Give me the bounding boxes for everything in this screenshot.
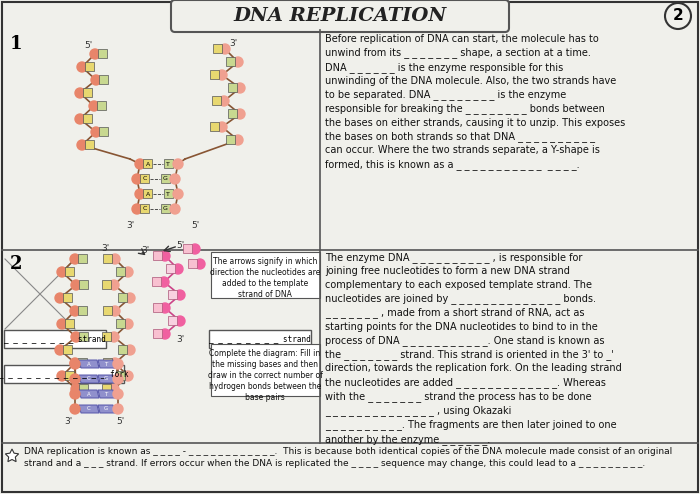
Text: 5': 5' <box>191 221 199 231</box>
Circle shape <box>75 88 85 98</box>
Circle shape <box>90 49 100 59</box>
FancyBboxPatch shape <box>116 319 125 329</box>
Circle shape <box>123 267 133 277</box>
FancyBboxPatch shape <box>63 345 72 354</box>
Circle shape <box>217 70 227 80</box>
Circle shape <box>77 62 87 72</box>
FancyBboxPatch shape <box>211 252 320 298</box>
Circle shape <box>170 174 180 184</box>
Text: A: A <box>146 162 150 166</box>
Text: Complete the diagram: Fill in
the missing bases and then
draw in the correct num: Complete the diagram: Fill in the missin… <box>208 349 323 403</box>
Circle shape <box>71 332 81 342</box>
Circle shape <box>109 280 119 290</box>
Circle shape <box>71 384 81 394</box>
FancyBboxPatch shape <box>102 384 111 393</box>
FancyBboxPatch shape <box>168 316 177 326</box>
FancyBboxPatch shape <box>118 345 127 354</box>
FancyBboxPatch shape <box>153 329 162 338</box>
Text: T: T <box>166 192 170 197</box>
Text: The enzyme DNA _ _ _ _ _ _ _ _ _ _ , is responsible for
joining free nucleotides: The enzyme DNA _ _ _ _ _ _ _ _ _ _ , is … <box>325 252 622 445</box>
Polygon shape <box>6 449 19 462</box>
Text: 3': 3' <box>141 247 149 255</box>
Text: Before replication of DNA can start, the molecule has to
unwind from its _ _ _ _: Before replication of DNA can start, the… <box>325 34 625 169</box>
FancyBboxPatch shape <box>228 82 237 92</box>
FancyBboxPatch shape <box>85 62 95 71</box>
Circle shape <box>70 358 80 368</box>
Text: DNA replication is known as _ _ _ _ - _ _ _ _ _ _ _ _ _ _ _ _.  This is because : DNA replication is known as _ _ _ _ - _ … <box>24 447 672 468</box>
Text: A: A <box>146 192 150 197</box>
Circle shape <box>235 109 245 119</box>
Circle shape <box>55 293 65 303</box>
FancyBboxPatch shape <box>209 330 311 348</box>
Circle shape <box>217 122 227 132</box>
Text: G: G <box>104 376 108 381</box>
Polygon shape <box>79 390 99 398</box>
Text: C: C <box>143 206 147 211</box>
Circle shape <box>110 358 120 368</box>
Circle shape <box>70 389 80 399</box>
FancyBboxPatch shape <box>140 174 149 183</box>
Circle shape <box>190 244 200 254</box>
FancyBboxPatch shape <box>116 267 125 276</box>
Circle shape <box>160 303 170 313</box>
Circle shape <box>70 404 80 414</box>
Circle shape <box>220 44 230 54</box>
Circle shape <box>175 290 185 300</box>
FancyBboxPatch shape <box>78 384 88 393</box>
FancyBboxPatch shape <box>213 43 223 53</box>
Circle shape <box>71 280 81 290</box>
Circle shape <box>110 254 120 264</box>
FancyBboxPatch shape <box>99 75 108 84</box>
Text: _ _ _ _ _ _ _ _ strand: _ _ _ _ _ _ _ _ strand <box>209 334 311 343</box>
Circle shape <box>159 277 169 287</box>
Circle shape <box>173 264 183 274</box>
Circle shape <box>123 319 133 329</box>
Circle shape <box>173 189 183 199</box>
Text: The arrows signify in which
direction the nucleotides are
added to the template
: The arrows signify in which direction th… <box>210 257 320 299</box>
Circle shape <box>77 140 87 150</box>
Circle shape <box>113 389 123 399</box>
Text: 5': 5' <box>84 41 92 50</box>
FancyBboxPatch shape <box>225 135 235 144</box>
Polygon shape <box>98 375 115 383</box>
Circle shape <box>109 384 119 394</box>
Circle shape <box>160 329 170 339</box>
Text: C: C <box>143 176 147 181</box>
FancyBboxPatch shape <box>188 259 197 268</box>
FancyBboxPatch shape <box>99 126 108 136</box>
Circle shape <box>57 267 67 277</box>
Circle shape <box>173 159 183 169</box>
Text: G: G <box>162 176 167 181</box>
FancyBboxPatch shape <box>228 109 237 118</box>
FancyBboxPatch shape <box>103 254 112 263</box>
FancyBboxPatch shape <box>103 306 112 315</box>
Circle shape <box>233 135 243 145</box>
Text: 1: 1 <box>10 35 22 53</box>
Circle shape <box>70 359 80 369</box>
Circle shape <box>109 332 119 342</box>
Text: _ _ _ _ _ _ _ _ strand: _ _ _ _ _ _ _ _ strand <box>4 334 106 343</box>
Text: T: T <box>104 362 108 367</box>
Polygon shape <box>98 405 115 413</box>
Circle shape <box>233 57 243 67</box>
Circle shape <box>175 316 185 326</box>
Circle shape <box>123 371 133 381</box>
Text: 2: 2 <box>10 255 22 273</box>
Polygon shape <box>79 375 99 383</box>
Text: C: C <box>87 407 91 412</box>
Circle shape <box>135 159 145 169</box>
Circle shape <box>195 259 205 269</box>
FancyBboxPatch shape <box>166 264 175 273</box>
FancyBboxPatch shape <box>143 189 153 198</box>
Text: 3': 3' <box>229 40 237 48</box>
Circle shape <box>132 204 142 214</box>
FancyBboxPatch shape <box>164 159 174 168</box>
Text: _ _ _ _ _ _ _ _ _ _ _ _ fork: _ _ _ _ _ _ _ _ _ _ _ _ fork <box>0 370 129 378</box>
Text: A: A <box>87 392 91 397</box>
FancyBboxPatch shape <box>103 358 112 368</box>
FancyBboxPatch shape <box>78 280 88 289</box>
Text: DNA REPLICATION: DNA REPLICATION <box>233 7 447 25</box>
Polygon shape <box>98 360 115 368</box>
FancyBboxPatch shape <box>78 254 88 263</box>
